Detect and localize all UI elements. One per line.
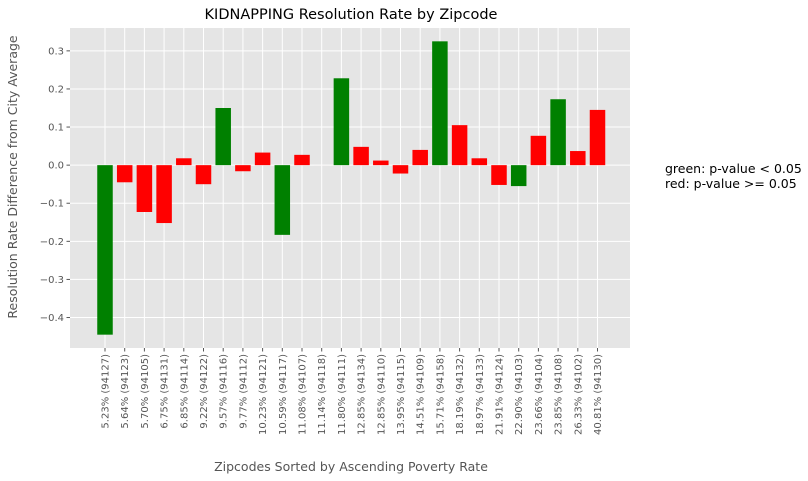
bar [176,158,192,166]
bar [116,165,133,183]
y-tick-label: −0.3 [40,275,64,286]
x-tick-label: 14.51% (94109) [416,354,427,435]
bar [254,152,271,166]
x-tick-label: 21.91% (94124) [495,354,506,435]
x-tick-label: 26.33% (94102) [573,354,584,435]
x-tick-label: 9.22% (94122) [199,354,210,429]
bar [589,109,606,166]
bar [97,165,113,335]
bar [570,151,586,166]
bar [412,149,428,166]
bar [373,160,389,166]
y-tick-label: 0.3 [48,46,64,57]
bar [235,165,251,172]
x-tick-label: 18.97% (94133) [475,354,486,435]
bar [333,78,350,166]
bars [97,41,606,335]
x-tick-label: 11.08% (94107) [298,354,309,435]
x-tick-label: 9.57% (94116) [219,354,230,429]
x-tick-label: 12.85% (94110) [376,354,387,435]
x-tick-label: 10.23% (94121) [258,354,269,435]
x-tick-label: 15.71% (94158) [435,354,446,435]
y-axis-ticks: −0.4 −0.3 −0.2 −0.1 0.0 0.1 0.2 0.3 [40,46,70,324]
x-axis-label: Zipcodes Sorted by Ascending Poverty Rat… [214,459,488,474]
chart-title: KIDNAPPING Resolution Rate by Zipcode [205,7,498,23]
y-axis-label: Resolution Rate Difference from City Ave… [5,35,20,319]
significance-note-green: green: p-value < 0.05 [665,161,802,176]
bar [215,108,231,166]
y-tick-label: −0.1 [40,199,64,210]
bar [451,125,468,166]
x-tick-label: 9.77% (94112) [238,354,249,429]
significance-note: green: p-value < 0.05 red: p-value >= 0.… [665,161,802,191]
y-tick-label: −0.2 [40,237,64,248]
x-tick-label: 6.85% (94114) [179,354,190,429]
bar [136,165,153,212]
x-tick-label: 5.23% (94127) [101,354,112,429]
bar [294,154,310,166]
bar [510,165,527,187]
x-tick-label: 10.59% (94117) [278,354,289,435]
bar [195,165,212,185]
x-tick-label: 13.95% (94115) [396,354,407,435]
x-tick-label: 11.14% (94118) [317,354,328,435]
bar [156,165,172,224]
bar [491,165,507,185]
bar [530,135,547,166]
y-tick-label: −0.4 [40,313,64,324]
y-tick-label: 0.2 [48,84,64,95]
x-tick-label: 5.70% (94105) [140,354,151,429]
x-tick-label: 23.66% (94104) [534,354,545,435]
bar [274,165,291,235]
bar [471,158,488,166]
plot-area [70,28,630,348]
y-tick-label: 0.1 [48,123,64,134]
x-tick-label: 6.75% (94131) [160,354,171,429]
significance-note-red: red: p-value >= 0.05 [665,176,797,191]
x-tick-label: 18.19% (94132) [455,354,466,435]
bar [432,41,448,166]
x-tick-label: 5.64% (94123) [120,354,131,429]
x-tick-label: 22.90% (94103) [514,354,525,435]
bar [550,99,566,166]
x-tick-label: 12.85% (94134) [357,354,368,435]
x-tick-label: 11.80% (94111) [337,354,348,435]
x-axis-ticks: 5.23% (94127) 5.64% (94123) 5.70% (94105) 6… [101,348,604,435]
bar [392,165,409,174]
x-tick-label: 40.81% (94130) [593,354,604,435]
y-tick-label: 0.0 [48,161,64,172]
bar [353,146,369,166]
x-tick-label: 23.85% (94108) [554,354,565,435]
